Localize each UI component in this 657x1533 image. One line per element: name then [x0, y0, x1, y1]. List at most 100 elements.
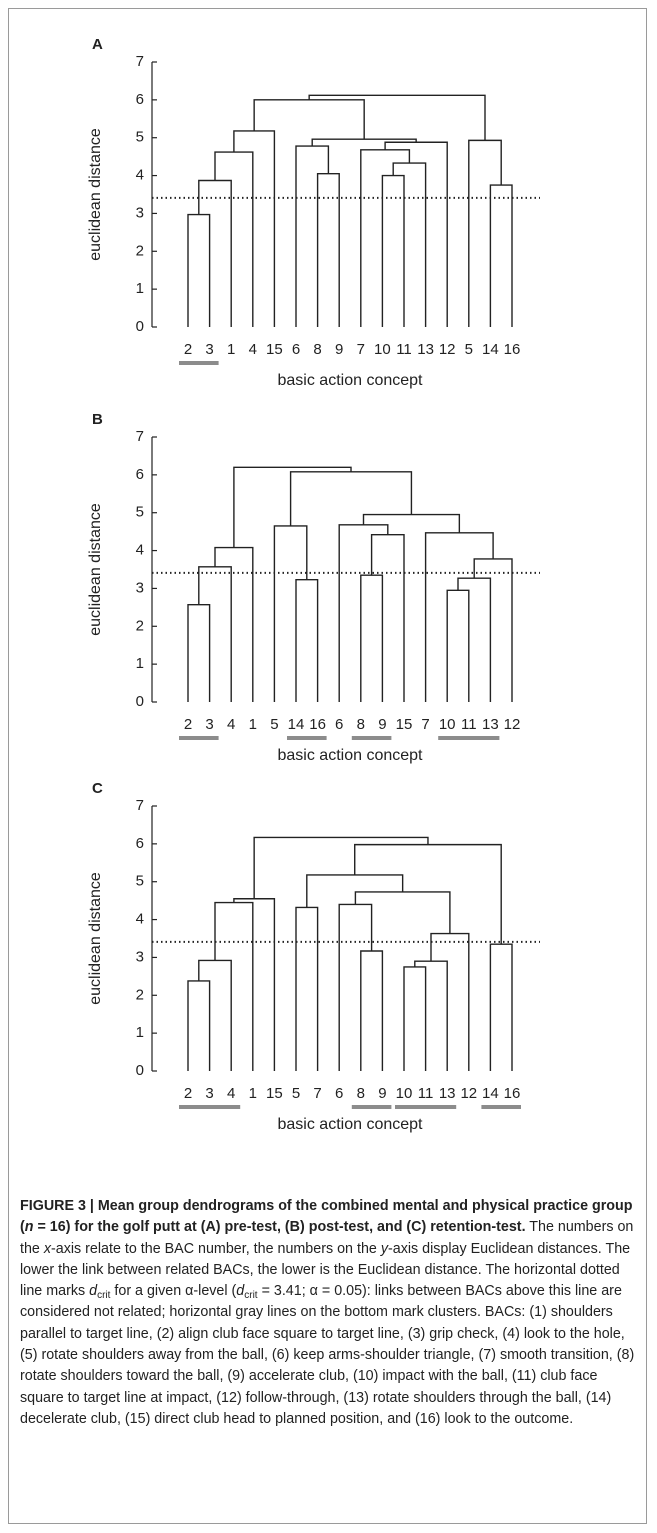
x-tick-label: 8	[357, 1085, 365, 1102]
dendrogram-link	[392, 162, 427, 327]
caption: FIGURE 3 | Mean group dendrograms of the…	[20, 1196, 640, 1430]
y-tick-label: 0	[136, 693, 144, 710]
dendrogram-link	[311, 138, 417, 147]
dendrogram-link	[253, 99, 365, 140]
y-tick-label: 3	[136, 204, 144, 221]
dendrogram-link	[214, 546, 254, 702]
dendrogram-link	[198, 179, 232, 327]
caption-run: = 16) for the golf putt at (A) pre-test,…	[33, 1219, 526, 1236]
y-tick-label: 7	[136, 53, 144, 70]
caption-run: for a given α-level (	[110, 1283, 237, 1300]
dendrogram-link	[354, 891, 451, 934]
y-tick-label: 2	[136, 242, 144, 259]
x-tick-label: 9	[378, 716, 386, 733]
panel-label: C	[92, 780, 103, 797]
caption-run: -axis display Euclidean distances. The l…	[20, 1240, 631, 1300]
y-tick-label: 2	[136, 617, 144, 634]
y-tick-label: 4	[136, 542, 144, 559]
dendrogram-link	[360, 149, 411, 327]
x-tick-label: 14	[482, 341, 499, 358]
x-tick-label: 13	[482, 716, 499, 733]
x-tick-label: 9	[335, 341, 343, 358]
caption-run: crit	[244, 1290, 258, 1302]
dendrogram-link	[233, 466, 352, 548]
x-tick-label: 16	[504, 1085, 521, 1102]
x-tick-label: 13	[417, 341, 434, 358]
x-tick-label: 12	[460, 1085, 477, 1102]
y-tick-label: 6	[136, 91, 144, 108]
x-tick-label: 12	[439, 341, 456, 358]
dendrogram-link	[338, 524, 389, 702]
x-tick-label: 5	[270, 716, 278, 733]
x-tick-label: 1	[249, 1085, 257, 1102]
x-axis-label: basic action concept	[278, 747, 424, 764]
x-tick-label: 6	[335, 1085, 343, 1102]
dendrogram-link	[424, 532, 494, 702]
x-tick-label: 4	[227, 716, 235, 733]
dendrogram-link	[338, 903, 373, 1071]
caption-run: -axis relate to the BAC number, the numb…	[51, 1240, 381, 1257]
x-tick-label: 15	[266, 341, 283, 358]
x-tick-label: 4	[249, 341, 257, 358]
y-tick-label: 4	[136, 911, 144, 928]
y-tick-label: 0	[136, 1062, 144, 1079]
dendrogram-link	[187, 980, 211, 1071]
x-tick-label: 15	[266, 1085, 283, 1102]
y-tick-label: 5	[136, 129, 144, 146]
dendrogram-link	[214, 151, 254, 327]
caption-run: The numbers on the	[20, 1219, 634, 1257]
figure-frame	[8, 8, 647, 1524]
x-tick-label: 13	[439, 1085, 456, 1102]
dendrogram-link	[295, 906, 319, 1071]
caption-run: x	[43, 1240, 52, 1257]
x-tick-label: 16	[504, 341, 521, 358]
x-tick-label: 11	[396, 341, 412, 358]
dendrogram-link	[473, 558, 513, 702]
dendrogram-link	[295, 579, 319, 702]
dendrogram-link	[457, 577, 492, 702]
dendrogram-link	[446, 589, 470, 702]
x-tick-label: 2	[184, 1085, 192, 1102]
caption-run: FIGURE 3 | Mean group dendrograms of the…	[20, 1198, 633, 1236]
x-axis-label: basic action concept	[278, 372, 424, 389]
x-tick-label: 16	[309, 716, 326, 733]
dendrogram-link	[273, 525, 308, 702]
dendrogram-link	[233, 898, 276, 1071]
x-tick-label: 10	[439, 716, 456, 733]
y-tick-label: 4	[136, 167, 144, 184]
x-tick-label: 12	[504, 716, 521, 733]
x-tick-label: 8	[357, 716, 365, 733]
x-tick-label: 11	[461, 716, 477, 733]
x-tick-label: 7	[357, 341, 365, 358]
x-tick-label: 7	[421, 716, 429, 733]
y-tick-label: 1	[136, 280, 144, 297]
x-tick-label: 8	[313, 341, 321, 358]
x-tick-label: 14	[482, 1085, 499, 1102]
dendrogram-link	[316, 172, 340, 327]
dendrogram-link	[403, 966, 427, 1071]
x-tick-label: 5	[465, 341, 473, 358]
dendrogram-link	[370, 533, 405, 702]
x-tick-label: 10	[374, 341, 391, 358]
caption-run: = 3.41; α = 0.05): links between BACs ab…	[20, 1283, 635, 1427]
panel-label: B	[92, 411, 103, 428]
dendrogram-link	[430, 932, 470, 1071]
caption-run: d	[236, 1283, 245, 1300]
x-tick-label: 14	[288, 716, 305, 733]
y-tick-label: 2	[136, 986, 144, 1003]
dendrogram-link	[362, 513, 461, 533]
y-tick-label: 1	[136, 655, 144, 672]
caption-run: crit	[97, 1290, 111, 1302]
x-tick-label: 2	[184, 716, 192, 733]
x-tick-label: 9	[378, 1085, 386, 1102]
dendrogram-link	[233, 130, 276, 327]
y-tick-label: 6	[136, 835, 144, 852]
x-tick-label: 11	[418, 1085, 434, 1102]
dendrogram-link	[468, 139, 502, 327]
x-tick-label: 5	[292, 1085, 300, 1102]
y-tick-label: 0	[136, 318, 144, 335]
dendrogram-link	[414, 960, 448, 1071]
dendrogram-link	[354, 843, 502, 945]
dendrogram-link	[489, 943, 513, 1071]
